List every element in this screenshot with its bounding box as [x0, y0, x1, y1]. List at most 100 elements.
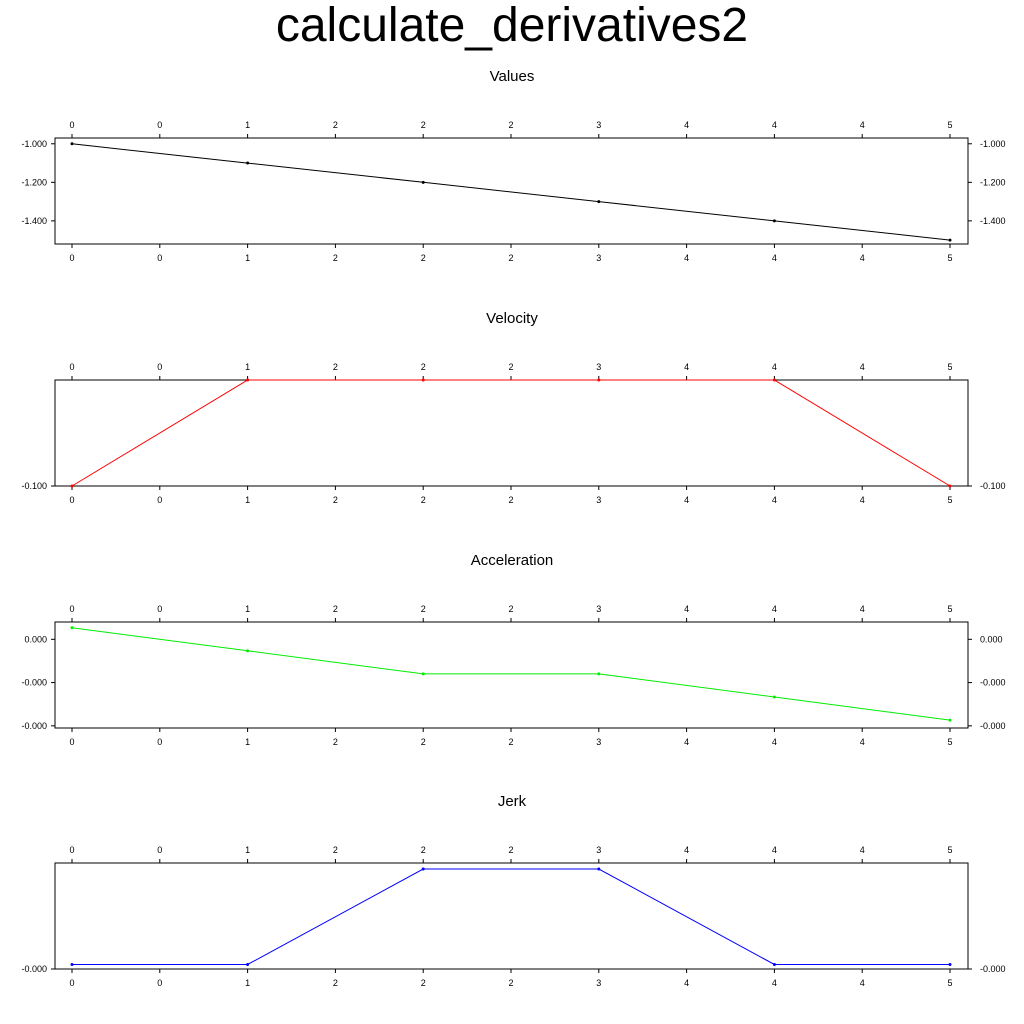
x-tick-label: 4 — [860, 978, 865, 988]
series-line — [71, 143, 951, 241]
x-tick-label: 1 — [245, 362, 250, 372]
x-tick-label: 4 — [860, 604, 865, 614]
x-tick-label: 2 — [421, 253, 426, 263]
x-tick-label: 4 — [860, 362, 865, 372]
series-line — [71, 627, 951, 721]
x-tick-label: 2 — [421, 845, 426, 855]
data-point — [948, 718, 952, 722]
x-tick-label: 2 — [508, 604, 513, 614]
x-tick-label: 2 — [508, 362, 513, 372]
x-tick-label: 3 — [596, 978, 601, 988]
data-point — [772, 378, 776, 382]
x-tick-label: 4 — [860, 120, 865, 130]
x-tick-label: 2 — [333, 120, 338, 130]
x-tick-label: 2 — [421, 737, 426, 747]
x-tick-label: 4 — [772, 978, 777, 988]
y-tick-label: -1.400 — [980, 216, 1006, 226]
x-tick-label: 4 — [684, 604, 689, 614]
x-tick-label: 4 — [684, 495, 689, 505]
y-tick-label: -1.000 — [21, 139, 47, 149]
x-tick-label: 2 — [508, 253, 513, 263]
x-tick-label: 5 — [947, 495, 952, 505]
x-tick-label: 0 — [69, 253, 74, 263]
x-tick-label: 3 — [596, 362, 601, 372]
x-tick-label: 1 — [245, 253, 250, 263]
x-tick-label: 1 — [245, 604, 250, 614]
chart-panel-values: Values 0 0 0 0 1 1 2 2 2 2 2 2 3 3 4 4 4 4 4 4 5 5 -1.000 -1.000… — [21, 68, 1005, 263]
data-point — [948, 963, 952, 967]
x-tick-label: 0 — [157, 495, 162, 505]
x-tick-label: 4 — [860, 495, 865, 505]
x-tick-label: 2 — [421, 120, 426, 130]
data-point — [597, 672, 601, 676]
x-tick-label: 5 — [947, 120, 952, 130]
series-line — [71, 379, 951, 487]
x-tick-label: 5 — [947, 604, 952, 614]
x-tick-label: 2 — [333, 604, 338, 614]
data-point — [948, 238, 952, 242]
data-point — [246, 963, 250, 967]
x-tick-label: 4 — [860, 253, 865, 263]
data-point — [597, 867, 601, 871]
x-tick-label: 0 — [157, 120, 162, 130]
y-tick-label: -0.000 — [21, 678, 47, 688]
plot-frame — [54, 379, 969, 487]
y-tick-label: -1.200 — [980, 177, 1006, 187]
x-tick-label: 0 — [157, 845, 162, 855]
x-tick-label: 4 — [684, 253, 689, 263]
data-point — [597, 378, 601, 382]
chart-panel-velocity: Velocity 0 0 0 0 1 1 2 2 2 2 2 2 3 3 4 4 4 4 4 4 5 5 -0.100 -0.1… — [21, 310, 1005, 505]
x-tick-label: 2 — [333, 737, 338, 747]
y-tick-label: -0.100 — [21, 481, 47, 491]
data-point — [246, 161, 250, 165]
x-tick-label: 4 — [772, 604, 777, 614]
x-tick-label: 3 — [596, 737, 601, 747]
x-tick-label: 4 — [860, 737, 865, 747]
x-tick-label: 0 — [157, 604, 162, 614]
x-tick-label: 1 — [245, 978, 250, 988]
x-tick-label: 2 — [333, 978, 338, 988]
plot-frame — [54, 862, 969, 970]
data-point — [948, 484, 952, 488]
x-tick-label: 3 — [596, 845, 601, 855]
series-line — [72, 868, 950, 965]
data-point — [772, 963, 776, 967]
data-point — [772, 695, 776, 699]
x-tick-label: 4 — [772, 737, 777, 747]
plot-frame — [54, 137, 969, 245]
x-tick-label: 2 — [333, 362, 338, 372]
y-tick-label: -0.000 — [980, 721, 1006, 731]
data-point — [597, 200, 601, 204]
x-tick-label: 3 — [596, 253, 601, 263]
x-tick-label: 5 — [947, 737, 952, 747]
chart-panel-jerk: Jerk 0 0 0 0 1 1 2 2 2 2 2 2 3 3 4 4 4 4 4 4 5 5 -0.000 -0.000 — [21, 793, 1005, 988]
x-tick-label: 2 — [333, 845, 338, 855]
x-tick-label: 4 — [772, 362, 777, 372]
x-tick-label: 1 — [245, 845, 250, 855]
y-tick-label: -1.200 — [21, 177, 47, 187]
x-tick-label: 4 — [772, 253, 777, 263]
data-point — [421, 672, 425, 676]
y-tick-label: -0.000 — [21, 964, 47, 974]
x-tick-label: 4 — [772, 495, 777, 505]
data-point — [421, 378, 425, 382]
y-tick-label: 0.000 — [980, 634, 1003, 644]
x-tick-label: 2 — [508, 737, 513, 747]
y-tick-label: -0.000 — [980, 964, 1006, 974]
data-point — [246, 378, 250, 382]
x-tick-label: 5 — [947, 362, 952, 372]
x-tick-label: 5 — [947, 253, 952, 263]
x-tick-label: 0 — [69, 362, 74, 372]
x-tick-label: 2 — [421, 978, 426, 988]
x-tick-label: 4 — [684, 737, 689, 747]
data-point — [421, 867, 425, 871]
y-tick-label: -0.100 — [980, 481, 1006, 491]
chart-title: Values — [490, 68, 535, 85]
x-tick-label: 2 — [508, 845, 513, 855]
data-point — [246, 649, 250, 653]
x-tick-label: 2 — [508, 495, 513, 505]
x-tick-label: 0 — [157, 253, 162, 263]
x-tick-label: 4 — [772, 120, 777, 130]
x-tick-label: 5 — [947, 845, 952, 855]
